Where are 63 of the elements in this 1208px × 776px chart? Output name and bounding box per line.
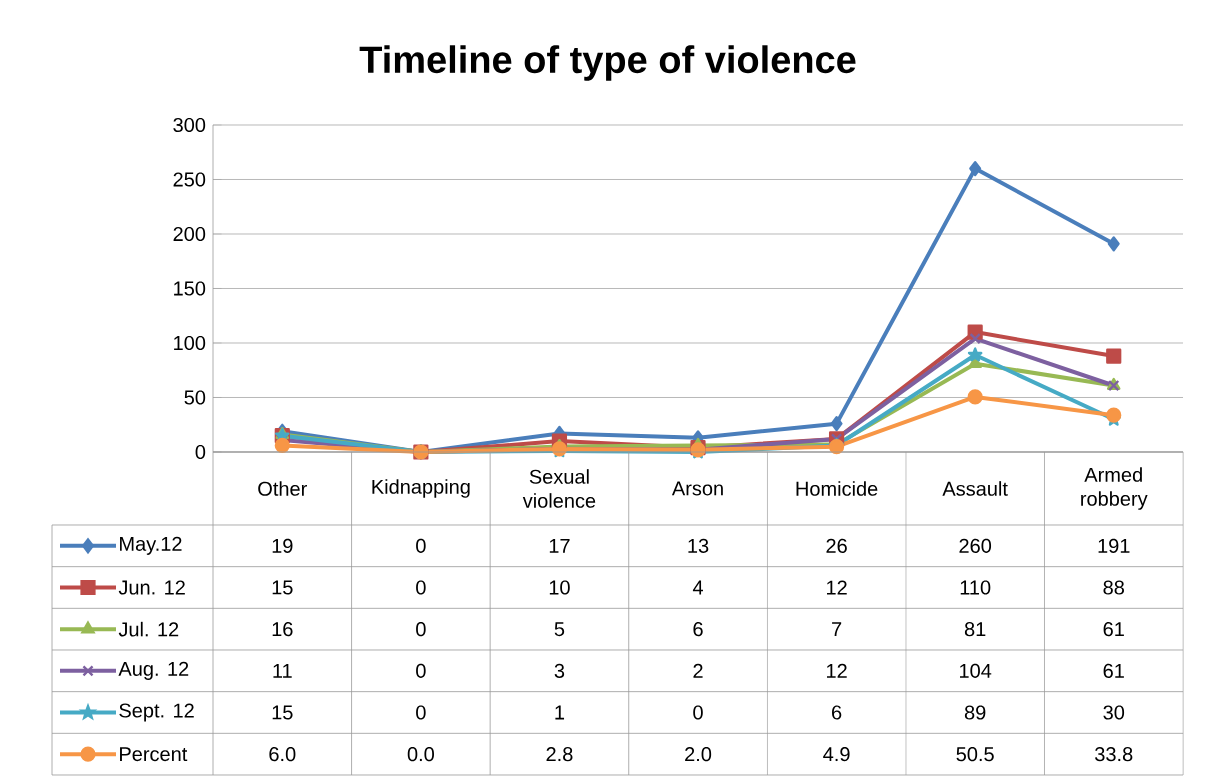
y-tick-label: 150 xyxy=(174,281,206,296)
y-tick-label: 0 xyxy=(195,444,206,460)
x-tick-label: Sexual violence xyxy=(522,469,596,508)
legend-label: Jul. 12 xyxy=(118,621,179,637)
data-label: 50.5 xyxy=(956,747,994,762)
data-label: 0 xyxy=(416,538,426,553)
legend-label: May.12 xyxy=(120,536,182,555)
data-label: 0 xyxy=(416,663,426,678)
y-tick-label: 100 xyxy=(174,335,206,351)
data-label: 81 xyxy=(964,622,986,637)
data-label: 61 xyxy=(1103,663,1124,678)
x-tick-label: Homicide xyxy=(796,481,878,496)
data-label: 4 xyxy=(692,580,703,595)
y-tick-label: 200 xyxy=(173,226,206,242)
data-label: 0.0 xyxy=(407,747,434,762)
data-label: 6.0 xyxy=(269,747,296,762)
data-label: 2 xyxy=(693,663,703,678)
x-tick-label: Arson xyxy=(671,481,723,496)
data-label: 61 xyxy=(1103,622,1124,637)
data-label: 6 xyxy=(693,622,703,637)
data-label: 104 xyxy=(960,663,992,678)
data-label: 110 xyxy=(960,580,991,595)
data-label: 0 xyxy=(416,580,426,595)
data-label: 15 xyxy=(272,705,293,720)
legend-label: Sept. 12 xyxy=(119,703,194,722)
data-label: 12 xyxy=(827,663,847,678)
data-label: 33.8 xyxy=(1095,747,1133,762)
data-label: 2.8 xyxy=(546,747,573,762)
legend-label: Percent xyxy=(120,747,188,762)
data-label: 2.0 xyxy=(685,747,712,762)
data-label: 7 xyxy=(832,622,842,637)
data-label: 191 xyxy=(1098,538,1130,553)
data-label: 19 xyxy=(272,538,293,553)
y-tick-label: 300 xyxy=(173,117,206,133)
data-label: 0 xyxy=(416,705,426,720)
data-label: 15 xyxy=(272,580,293,595)
y-tick-label: 50 xyxy=(184,390,206,405)
data-label: 1 xyxy=(555,705,565,720)
data-label: 260 xyxy=(959,538,992,553)
x-tick-label: Assault xyxy=(942,481,1008,496)
data-label: 6 xyxy=(832,705,842,720)
data-label: 17 xyxy=(549,538,570,553)
data-label: 89 xyxy=(964,705,986,720)
x-tick-label: Other xyxy=(258,481,307,496)
data-label: 0 xyxy=(693,705,703,720)
data-label: 4.9 xyxy=(823,747,850,762)
x-tick-label: Kidnapping xyxy=(372,479,470,498)
data-label: 30 xyxy=(1103,705,1125,720)
data-label: 11 xyxy=(273,663,292,678)
data-label: 10 xyxy=(549,580,570,595)
data-label: 12 xyxy=(827,580,847,595)
data-label: 5 xyxy=(554,622,565,637)
legend-label: Jun. 12 xyxy=(118,580,185,595)
y-tick-label: 250 xyxy=(173,172,206,187)
data-label: 0 xyxy=(416,622,426,637)
data-label: 3 xyxy=(554,663,565,678)
data-label: 16 xyxy=(272,622,293,637)
data-label: 88 xyxy=(1103,580,1124,595)
data-label: 26 xyxy=(826,538,847,553)
x-tick-label: Armed robbery xyxy=(1081,467,1148,510)
legend-label: Aug. 12 xyxy=(118,661,189,680)
chart-title: Timeline of type of violence xyxy=(359,45,856,81)
data-label: 13 xyxy=(688,538,709,553)
